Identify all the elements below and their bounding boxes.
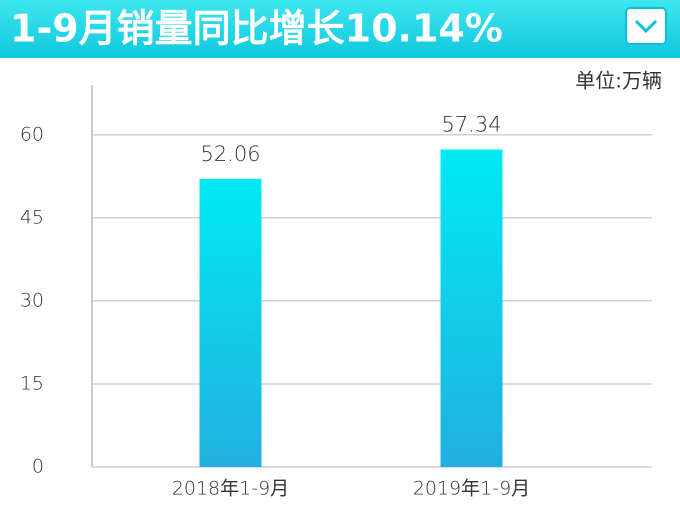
y-tick-label: 60 [20, 123, 44, 145]
x-tick-label: 2019年1-9月 [413, 478, 530, 500]
x-tick-label: 2018年1-9月 [172, 478, 289, 500]
y-tick-label: 15 [20, 372, 44, 394]
dropdown-icon[interactable] [625, 7, 667, 45]
chart-title: 1-9月销量同比增长10.14% [10, 7, 503, 51]
title-banner [0, 0, 680, 58]
bar [199, 178, 262, 468]
y-tick-label: 0 [32, 456, 44, 478]
unit-label: 单位:万辆 [575, 69, 662, 93]
y-tick-label: 45 [20, 206, 44, 228]
value-label: 52.06 [200, 142, 260, 166]
value-label: 57.34 [441, 113, 501, 137]
bar [440, 149, 503, 467]
y-tick-label: 30 [20, 289, 44, 311]
